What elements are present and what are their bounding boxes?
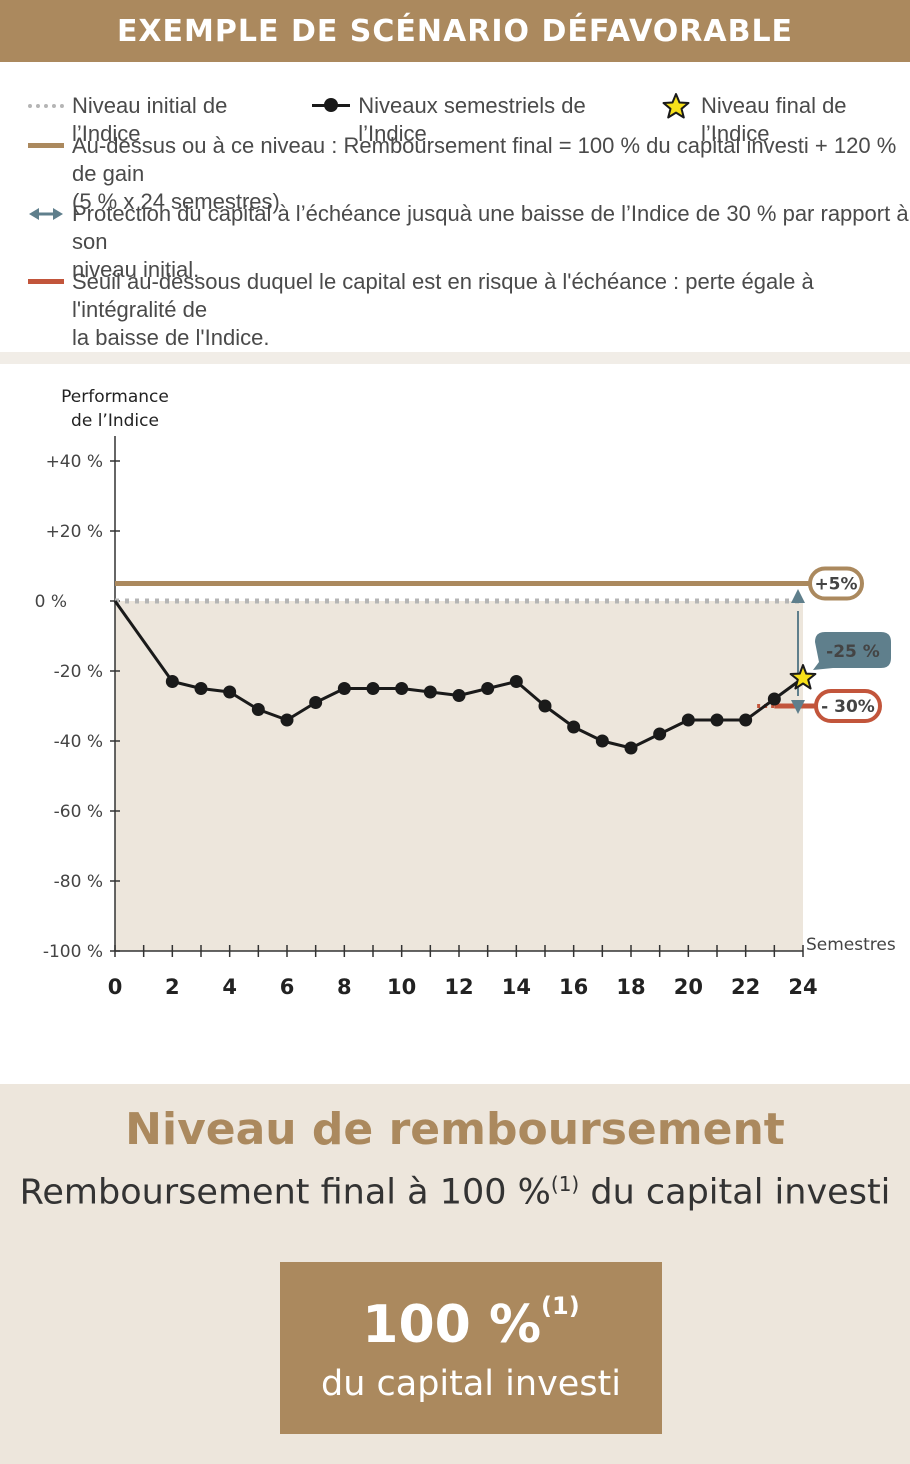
series-point <box>681 713 695 727</box>
x-tick-label: 24 <box>788 975 817 999</box>
y-tick-label: -40 % <box>54 732 103 752</box>
series-point <box>452 689 466 702</box>
y-tick-label: -20 % <box>54 662 103 682</box>
y-tick-label: -60 % <box>54 802 103 822</box>
section-divider <box>0 352 910 364</box>
final-value-badge: -25 % <box>813 632 891 670</box>
red-line-icon <box>28 268 64 296</box>
series-point <box>309 696 323 709</box>
x-tick-label: 12 <box>444 975 473 999</box>
final-badge-label: -25 % <box>826 642 880 662</box>
double-arrow-icon <box>28 200 64 228</box>
legend-risk-threshold-2: la baisse de l'Indice. <box>72 325 270 350</box>
repayment-title: Niveau de remboursement <box>125 1104 785 1155</box>
x-axis-label: Semestres <box>806 935 896 955</box>
performance-chart: Performance de l’Indice +40 % +20 % 0 % -20… <box>35 387 896 999</box>
series-point <box>223 685 237 699</box>
y-axis-label-line2: de l’Indice <box>71 411 159 431</box>
page-header: EXEMPLE DE SCÉNARIO DÉFAVORABLE <box>0 0 910 62</box>
series-point <box>165 675 179 688</box>
y-tick-label: 0 % <box>35 592 67 612</box>
page-title: EXEMPLE DE SCÉNARIO DÉFAVORABLE <box>116 13 794 49</box>
x-tick-label: 16 <box>559 975 588 999</box>
legend-final-level: Niveau final de l’Indice <box>701 93 847 146</box>
x-tick-label: 18 <box>616 975 645 999</box>
series-point <box>567 720 581 734</box>
series-point <box>767 692 781 706</box>
legend-row-repayment: Au-dessus ou à ce niveau : Remboursement… <box>28 132 910 216</box>
chart-area-fill <box>115 601 803 951</box>
repayment-value: 100 %(1) <box>362 1292 580 1355</box>
series-point <box>280 713 294 727</box>
series-point <box>538 699 552 713</box>
y-axis-label-line1: Performance <box>61 387 169 407</box>
legend-semester-levels: Niveaux semestriels de l’Indice <box>358 93 586 146</box>
repayment-caption: du capital investi <box>320 1364 621 1404</box>
x-tick-label: 8 <box>337 975 352 999</box>
dotted-line-icon <box>28 92 64 120</box>
repayment-subtitle: Remboursement final à 100 %(1) du capita… <box>19 1172 891 1213</box>
threshold-badge: +5% <box>808 566 864 601</box>
x-tick-label: 10 <box>387 975 416 999</box>
series-point <box>653 727 667 741</box>
series-point <box>251 703 265 716</box>
series-point <box>595 734 609 748</box>
chart-legend: Niveau initial de l’Indice Niveaux semes… <box>0 62 910 352</box>
x-tick-label: 22 <box>731 975 760 999</box>
series-point <box>366 682 380 695</box>
legend-row-protection: Protection du capital à l’échéance jusqu… <box>28 200 910 284</box>
y-tick-label: -80 % <box>54 872 103 892</box>
repayment-box: 100 %(1) du capital investi <box>280 1262 662 1434</box>
y-tick-label: +20 % <box>46 522 103 542</box>
x-tick-label: 6 <box>280 975 295 999</box>
protection-badge: - 30% <box>814 689 882 723</box>
legend-row-levels: Niveau initial de l’Indice Niveaux semes… <box>28 92 910 148</box>
dot-line-icon <box>312 92 351 120</box>
series-point <box>395 682 409 695</box>
series-point <box>194 682 208 695</box>
gold-line-icon <box>28 132 64 160</box>
legend-protection: Protection du capital à l’échéance jusqu… <box>72 201 909 254</box>
legend-repayment-line: Au-dessus ou à ce niveau : Remboursement… <box>72 133 897 186</box>
x-tick-label: 4 <box>222 975 237 999</box>
series-point <box>624 741 638 755</box>
series-point <box>423 685 437 699</box>
legend-repayment-line-2: (5 % x 24 semestres) <box>72 189 280 214</box>
x-tick-label: 0 <box>108 975 123 999</box>
legend-protection-2: niveau initial. <box>72 257 200 282</box>
final-level-star <box>789 664 817 690</box>
star-icon <box>661 92 691 120</box>
x-tick-label: 14 <box>502 975 531 999</box>
y-tick-label: +40 % <box>46 452 103 472</box>
threshold-badge-label: +5% <box>814 575 857 595</box>
legend-risk-threshold: Seuil au-dessous duquel le capital est e… <box>72 269 814 322</box>
x-tick-label: 2 <box>165 975 180 999</box>
series-point <box>509 675 523 688</box>
series-point <box>337 682 351 695</box>
series-point <box>739 713 753 727</box>
repayment-section: Niveau de remboursement Remboursement fi… <box>0 1084 910 1464</box>
legend-initial-level: Niveau initial de l’Indice <box>72 93 228 146</box>
series-point <box>710 713 724 727</box>
protection-badge-label: - 30% <box>821 697 875 717</box>
legend-row-risk: Seuil au-dessous duquel le capital est e… <box>28 268 910 352</box>
y-tick-label: -100 % <box>43 942 103 962</box>
x-tick-label: 20 <box>674 975 703 999</box>
series-point <box>481 682 495 695</box>
